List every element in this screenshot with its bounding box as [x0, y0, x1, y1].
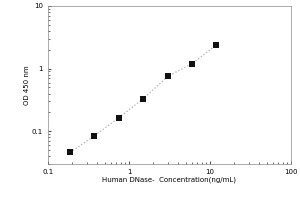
Point: [68, 151, 73, 154]
Point: [190, 62, 194, 65]
X-axis label: Human DNase-  Concentration(ng/mL): Human DNase- Concentration(ng/mL): [103, 176, 236, 183]
Point: [141, 97, 146, 100]
Y-axis label: OD 450 nm: OD 450 nm: [25, 65, 31, 105]
Point: [214, 43, 219, 46]
Point: [116, 116, 121, 119]
Point: [165, 75, 170, 78]
Point: [92, 134, 97, 137]
